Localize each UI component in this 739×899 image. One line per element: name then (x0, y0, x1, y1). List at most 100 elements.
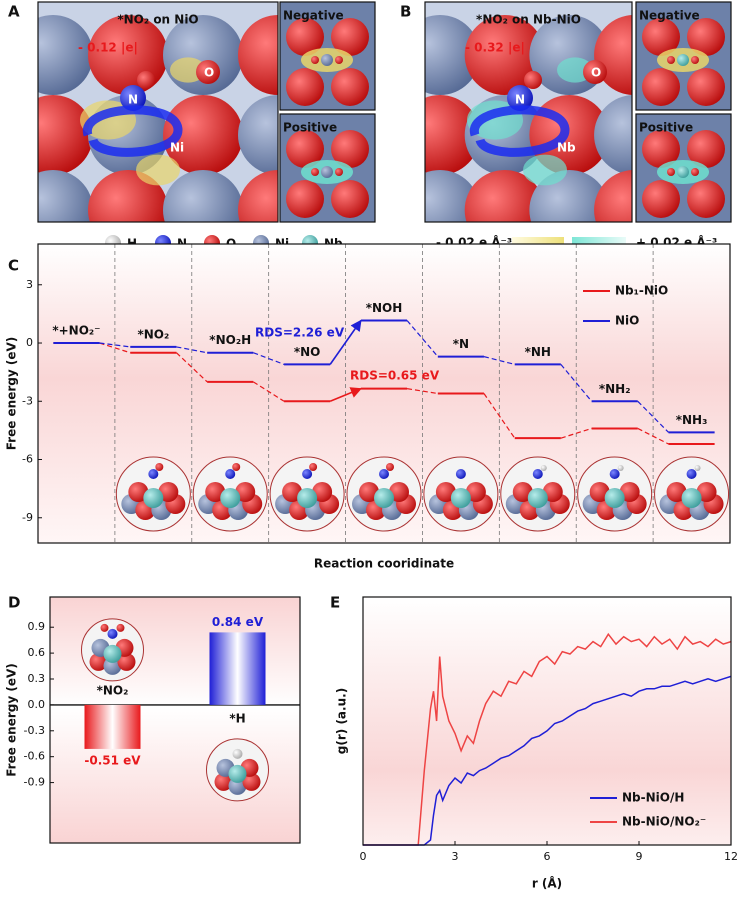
y-tick-label: -3 (22, 394, 33, 407)
inset-atom (527, 488, 548, 508)
inset-atom (100, 623, 109, 632)
value-label: 0.84 eV (212, 615, 264, 629)
inset-atom (604, 488, 625, 508)
y-tick-label: -0.3 (24, 724, 45, 737)
inset-atom (374, 488, 394, 508)
atom-label: N (515, 93, 525, 107)
connector (637, 400, 669, 433)
inset-atom (309, 463, 318, 471)
image-frame (37, 1, 279, 223)
annotation: RDS=2.26 eV (255, 326, 345, 340)
charge-cloud (136, 154, 180, 186)
state-label: *NH₃ (676, 413, 708, 427)
atom-label: Ni (170, 141, 184, 155)
atom-sphere (137, 71, 155, 89)
connector (176, 346, 208, 354)
atom-sphere (594, 170, 632, 222)
legend-label: Nb-NiO/H (622, 791, 684, 805)
inset-atom (589, 482, 610, 502)
connector (560, 427, 592, 439)
bar (84, 704, 141, 749)
legend-label: Nb₁-NiO (615, 284, 668, 298)
plot-background (363, 597, 731, 845)
inset-atom (312, 482, 333, 502)
inset-atom (205, 482, 226, 502)
atom-label: O (591, 66, 601, 80)
charge-label: - 0.12 |e| (78, 41, 138, 55)
panel-letter: A (8, 3, 20, 21)
atom-sphere (38, 15, 93, 95)
atom-sphere (311, 168, 319, 176)
plot-frame (49, 596, 301, 844)
y-axis-label: g(r) (a.u.) (335, 688, 349, 754)
x-tick-label: 9 (636, 850, 643, 863)
charge-cloud (523, 154, 567, 186)
atom-sphere (677, 166, 689, 178)
connector (637, 427, 669, 445)
atom-sphere (196, 60, 220, 84)
value-label: -0.51 eV (84, 753, 141, 767)
atom-sphere (163, 95, 243, 175)
panel-letter: D (8, 594, 20, 612)
atom-label: O (204, 66, 214, 80)
panel-title: *NO₂ on Nb-NiO (476, 13, 581, 27)
y-tick-label: 0 (26, 336, 33, 349)
atom-sphere (38, 170, 93, 222)
panel-title: *NO₂ on NiO (117, 13, 198, 27)
atom-sphere (667, 168, 675, 176)
x-tick-label: 3 (452, 850, 459, 863)
state-label: *NO (294, 345, 321, 359)
atom-sphere (286, 18, 324, 56)
y-tick-label: -0.9 (24, 776, 45, 789)
atom-sphere (425, 95, 480, 175)
atom-sphere (38, 95, 93, 175)
inset-atom (89, 652, 108, 671)
state-label: *NO₂H (209, 333, 251, 347)
atom-sphere (507, 85, 533, 111)
atom-sphere (238, 170, 278, 222)
y-tick-label: 3 (26, 278, 33, 291)
inset-atom (228, 764, 247, 783)
atom-sphere (642, 18, 680, 56)
atom-sphere (691, 56, 699, 64)
charge-label: - 0.32 |e| (465, 41, 525, 55)
connector (175, 352, 208, 383)
state-label: *N (453, 337, 469, 351)
atom-sphere (464, 15, 545, 95)
inset-atom (465, 482, 486, 502)
atom-sphere (321, 166, 333, 178)
category-label: *H (229, 711, 245, 725)
data-line (363, 632, 732, 846)
inset-atom (696, 482, 717, 502)
inset-atom (103, 644, 122, 663)
data-line (363, 675, 732, 846)
plot-frame (37, 243, 731, 544)
bar (209, 632, 266, 705)
atom-label: Nb (557, 141, 576, 155)
y-axis-label: Free energy (eV) (5, 663, 19, 777)
inset-atom (609, 469, 620, 479)
inset-atom (542, 482, 563, 502)
x-axis-label: r (Å) (532, 876, 562, 891)
panel-letter: E (330, 594, 340, 612)
x-tick-label: 6 (544, 850, 551, 863)
inset-atom (116, 623, 125, 632)
inset-atom (617, 465, 624, 471)
panel-letter: B (400, 3, 411, 21)
y-tick-label: -9 (22, 511, 33, 524)
connector (329, 319, 362, 365)
inset-atom (107, 628, 118, 639)
atom-sphere (331, 68, 369, 106)
atom-sphere (163, 15, 243, 95)
atom-sphere (331, 180, 369, 218)
x-tick-label: 0 (360, 850, 367, 863)
connector (483, 393, 516, 439)
inset-atom (302, 469, 313, 479)
inset-atom (297, 488, 318, 508)
y-tick-label: -6 (22, 453, 33, 466)
connector (406, 388, 438, 395)
y-axis-label: Free energy (eV) (5, 337, 19, 451)
state-label: *+NO₂⁻ (52, 324, 100, 338)
connector (483, 356, 515, 365)
